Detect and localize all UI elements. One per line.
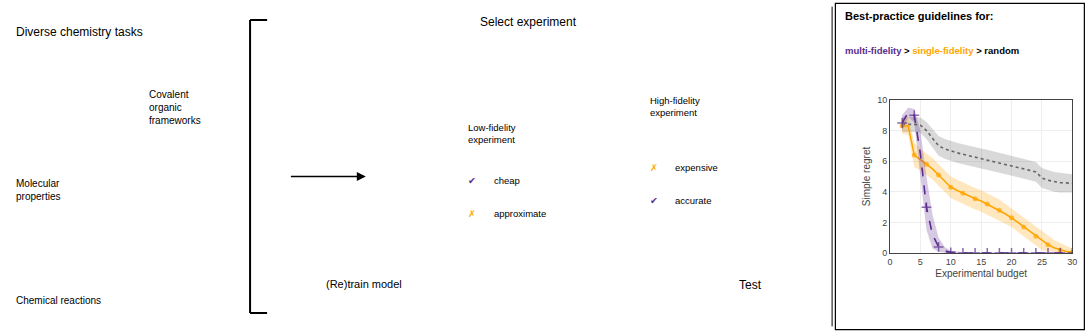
svg-text:4: 4 xyxy=(882,187,887,197)
svg-text:accurate: accurate xyxy=(675,195,711,206)
svg-text:Best-practice guidelines for:: Best-practice guidelines for: xyxy=(845,10,994,22)
svg-text:15: 15 xyxy=(976,257,986,267)
svg-text:Covalentorganicframeworks: Covalentorganicframeworks xyxy=(149,89,201,126)
svg-text:0: 0 xyxy=(882,248,887,258)
svg-text:10: 10 xyxy=(877,95,887,105)
svg-text:cheap: cheap xyxy=(494,175,520,186)
svg-text:2: 2 xyxy=(882,218,887,228)
svg-text:Select experiment: Select experiment xyxy=(480,15,577,29)
svg-text:✔: ✔ xyxy=(468,175,476,186)
svg-text:Diverse chemistry tasks: Diverse chemistry tasks xyxy=(16,25,143,39)
svg-text:30: 30 xyxy=(1067,257,1077,267)
svg-text:25: 25 xyxy=(1037,257,1047,267)
svg-text:0: 0 xyxy=(887,257,892,267)
svg-text:✗: ✗ xyxy=(468,208,476,219)
svg-text:(Re)train model: (Re)train model xyxy=(326,278,402,290)
svg-text:High-fidelityexperiment: High-fidelityexperiment xyxy=(650,95,700,118)
svg-text:Test: Test xyxy=(739,278,762,292)
svg-text:8: 8 xyxy=(882,126,887,136)
svg-text:Experimental budget: Experimental budget xyxy=(935,268,1027,279)
svg-text:multi-fidelity > single-fideli: multi-fidelity > single-fidelity > rando… xyxy=(845,45,1019,56)
svg-text:✔: ✔ xyxy=(650,195,658,206)
svg-text:Low-fidelityexperiment: Low-fidelityexperiment xyxy=(468,122,516,145)
svg-text:Simple regret: Simple regret xyxy=(861,147,872,207)
svg-text:5: 5 xyxy=(918,257,923,267)
svg-text:✗: ✗ xyxy=(650,162,658,173)
svg-text:20: 20 xyxy=(1007,257,1017,267)
svg-text:10: 10 xyxy=(946,257,956,267)
svg-text:Molecularproperties: Molecularproperties xyxy=(16,178,60,202)
svg-text:expensive: expensive xyxy=(675,162,718,173)
svg-text:Chemical reactions: Chemical reactions xyxy=(16,295,101,306)
svg-text:approximate: approximate xyxy=(494,208,546,219)
svg-text:6: 6 xyxy=(882,156,887,166)
